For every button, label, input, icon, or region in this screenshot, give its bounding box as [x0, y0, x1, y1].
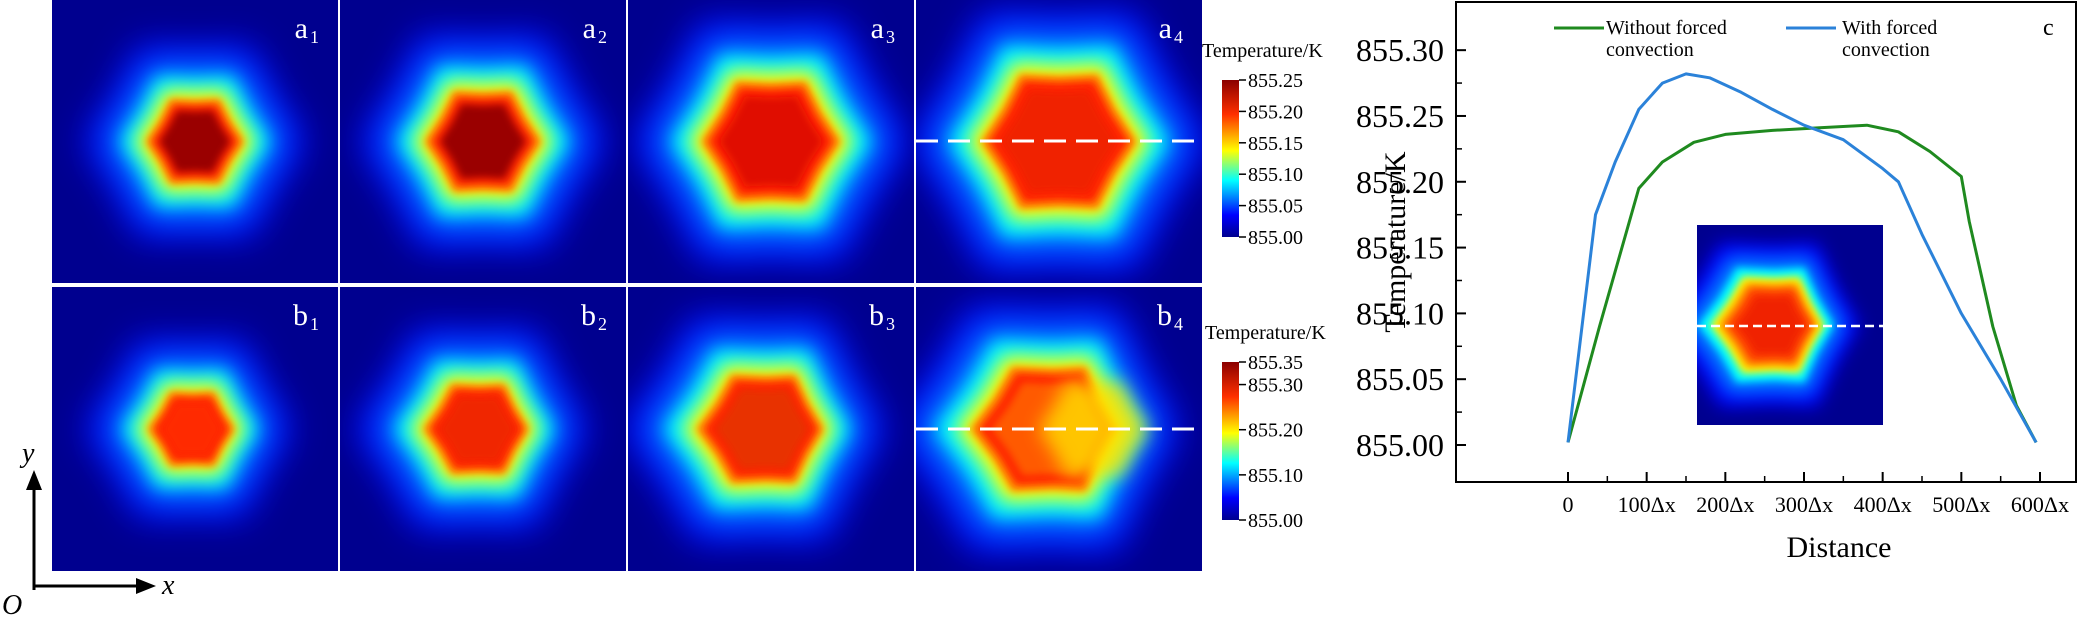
colorbar-tick-label: 855.35	[1248, 352, 1303, 374]
x-tick-label: 300Δx	[1775, 492, 1833, 517]
panel-label-b1: b	[293, 299, 308, 332]
y-tick-label: 855.25	[1356, 98, 1444, 134]
legend-label: Without forced	[1606, 17, 1727, 39]
axis-origin-symbol: O	[2, 590, 22, 621]
y-tick-label: 855.10	[1356, 295, 1444, 331]
colorbar-tick-label: 855.10	[1248, 465, 1303, 487]
panel-index-a4: 4	[1174, 27, 1183, 47]
inset-heatmap	[1697, 225, 1883, 425]
panel-index-b4: 4	[1174, 314, 1183, 334]
colorbar-b-bar	[1222, 362, 1239, 520]
panel-label-b3: b	[869, 299, 884, 332]
panel-label-b2: b	[581, 299, 596, 332]
heatmap-grid: a 1 a 2 a 3 a 4b 1 b 2 b 3 b 4	[52, 0, 1202, 571]
panel-label-b4: b	[1157, 299, 1172, 332]
y-arrow-icon	[26, 470, 42, 490]
colorbar-tick-label: 855.00	[1248, 510, 1303, 532]
colorbar-tick-label: 855.25	[1248, 70, 1303, 92]
colorbar-a: Temperature/K 855.25 855.20 855.15 855.10 85…	[1202, 40, 1323, 249]
x-tick-label: 500Δx	[1932, 492, 1990, 517]
axes-indicator: y x O	[2, 438, 175, 621]
legend-label: convection	[1842, 39, 1930, 61]
colorbar-tick-label: 855.15	[1248, 133, 1303, 155]
panel-label-a2: a	[583, 12, 596, 45]
chart-ylabel: Temperature/K	[1379, 151, 1412, 332]
axis-x-symbol: x	[161, 570, 175, 601]
colorbar-tick-label: 855.10	[1248, 164, 1303, 186]
colorbar-a-title: Temperature/K	[1202, 40, 1323, 62]
series-line-with-forced-convection	[1566, 72, 2038, 444]
chart-xlabel: Distance	[1787, 531, 1892, 564]
y-tick-label: 855.30	[1356, 32, 1444, 68]
x-arrow-icon	[136, 578, 156, 594]
x-tick-label: 400Δx	[1854, 492, 1912, 517]
panel-label-a3: a	[871, 12, 884, 45]
panel-index-a3: 3	[886, 27, 895, 47]
y-tick-label: 855.05	[1356, 361, 1444, 397]
colorbar-tick-label: 855.00	[1248, 227, 1303, 249]
colorbar-a-bar	[1222, 80, 1239, 237]
x-tick-label: 200Δx	[1696, 492, 1754, 517]
y-tick-label: 855.15	[1356, 230, 1444, 266]
line-chart: c Temperature/K Distance 855.00 855.05 855…	[1356, 1, 2077, 564]
x-tick-label: 100Δx	[1618, 492, 1676, 517]
panel-label-a4: a	[1159, 12, 1172, 45]
panel-index-b1: 1	[310, 314, 319, 334]
y-tick-label: 855.00	[1356, 427, 1444, 463]
axis-y-symbol: y	[19, 438, 35, 469]
chart-panel-label: c	[2043, 15, 2054, 41]
colorbar-tick-label: 855.20	[1248, 420, 1303, 442]
panel-label-a1: a	[295, 12, 308, 45]
chart-frame	[1455, 1, 2077, 483]
colorbar-tick-label: 855.05	[1248, 196, 1303, 218]
y-tick-label: 855.20	[1356, 164, 1444, 200]
x-tick-label: 0	[1563, 492, 1574, 517]
colorbar-tick-label: 855.30	[1248, 375, 1303, 397]
panel-index-a2: 2	[598, 27, 607, 47]
panel-index-b2: 2	[598, 314, 607, 334]
panel-index-b3: 3	[886, 314, 895, 334]
colorbar-b-title: Temperature/K	[1205, 322, 1326, 344]
colorbar-tick-label: 855.20	[1248, 101, 1303, 123]
x-tick-label: 600Δx	[2011, 492, 2069, 517]
series-line-without-forced-convection	[1566, 123, 2038, 444]
legend-label: convection	[1606, 39, 1694, 61]
panel-index-a1: 1	[310, 27, 319, 47]
legend-label: With forced	[1842, 17, 1937, 39]
